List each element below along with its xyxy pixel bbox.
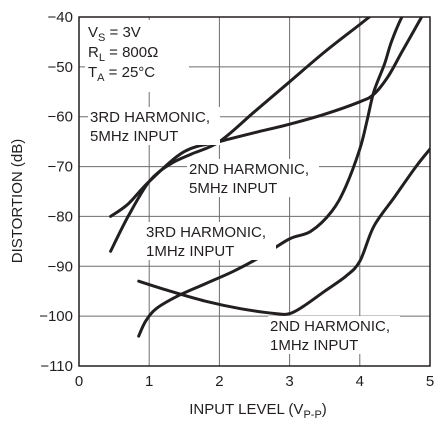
x-tick-label: 0	[75, 373, 83, 390]
condition-label: TA = 25°C	[88, 64, 155, 84]
y-tick-label: −90	[48, 258, 73, 275]
y-tick-label: −70	[48, 159, 73, 176]
x-tick-label: 2	[215, 373, 223, 390]
tick-labels: 0 1 2 3 4 5 −110 −100 −90 −80 −70 −60 −50 −40	[39, 9, 434, 390]
annotation-label: 5MHz INPUT	[189, 180, 277, 197]
condition-label: VS = 3V	[88, 24, 141, 44]
x-tick-label: 1	[145, 373, 153, 390]
series-line	[109, 17, 372, 253]
y-tick-label: −60	[48, 109, 73, 126]
y-tick-label: −40	[48, 9, 73, 26]
series-lines	[109, 17, 430, 338]
y-tick-label: −50	[48, 59, 73, 76]
annotation-label: 3RD HARMONIC,	[146, 224, 266, 241]
series-line	[137, 147, 430, 316]
annotation-label: 3RD HARMONIC,	[90, 109, 210, 126]
conditions-backdrop	[85, 20, 189, 92]
annotation-backdrop	[88, 107, 220, 145]
y-axis-title: DISTORTION (dB)	[9, 139, 26, 263]
annotations: 3RD HARMONIC, 5MHz INPUT 2ND HARMONIC, 5MHz…	[85, 20, 400, 354]
annotation-label: 2ND HARMONIC,	[270, 318, 390, 335]
axes	[78, 16, 431, 367]
annotation-backdrop	[268, 316, 400, 354]
y-tick-label: −110	[40, 358, 73, 375]
annotation-label: 5MHz INPUT	[90, 128, 178, 145]
x-tick-label: 4	[356, 373, 364, 390]
x-tick-label: 5	[426, 373, 434, 390]
x-tick-label: 3	[285, 373, 293, 390]
annotation-label: 1MHz INPUT	[146, 243, 234, 260]
y-tick-label: −100	[39, 308, 73, 325]
condition-label: RL = 800Ω	[88, 44, 158, 64]
x-axis-title: INPUT LEVEL (VP-P)	[189, 401, 327, 421]
annotation-backdrop	[187, 159, 319, 197]
annotation-label: 1MHz INPUT	[270, 337, 358, 354]
series-line	[137, 17, 404, 338]
plot-frame	[78, 16, 431, 367]
annotation-backdrop	[144, 222, 276, 260]
annotation-label: 2ND HARMONIC,	[189, 161, 309, 178]
y-tick-label: −80	[48, 208, 73, 225]
